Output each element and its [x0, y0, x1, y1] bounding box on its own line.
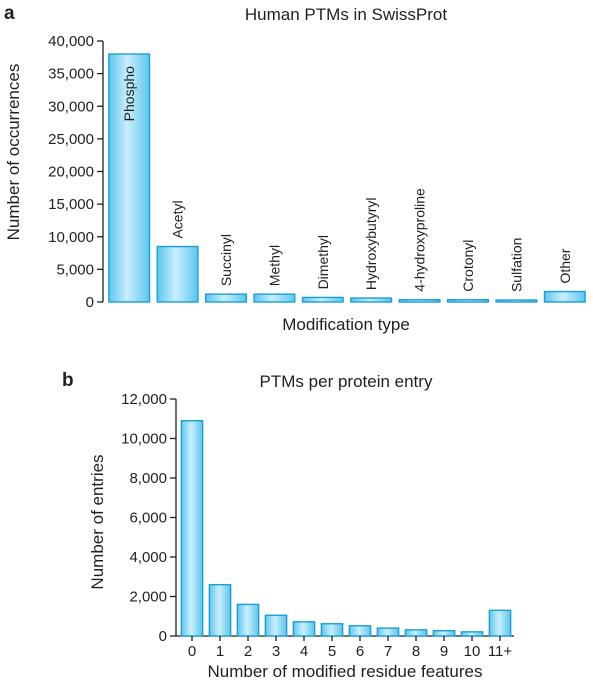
y-tick-label: 15,000	[48, 196, 94, 213]
y-tick-label: 6,000	[129, 510, 167, 527]
x-tick-label: 0	[188, 643, 196, 660]
y-tick-label: 12,000	[121, 391, 167, 408]
y-tick-label: 0	[86, 294, 94, 311]
y-tick-label: 8,000	[129, 470, 167, 487]
y-tick-label: 5,000	[56, 261, 94, 278]
bar	[543, 290, 586, 303]
bar	[376, 627, 400, 637]
category-label: Dimethyl	[315, 235, 331, 289]
bar	[208, 583, 232, 637]
bar	[180, 420, 204, 637]
category-label: Hydroxybutyryl	[363, 197, 379, 290]
bar	[350, 297, 393, 303]
y-tick-label: 40,000	[48, 33, 94, 50]
x-tick-label: 8	[412, 643, 420, 660]
bar	[488, 609, 512, 637]
y-tick-label: 2,000	[129, 589, 167, 606]
bar	[253, 293, 296, 303]
panel-a-letter: a	[4, 3, 15, 24]
panel-b-letter: b	[62, 370, 74, 391]
bar	[301, 296, 344, 303]
x-tick-label: 2	[244, 643, 252, 660]
category-label: Succinyl	[218, 234, 234, 286]
bar	[156, 245, 199, 303]
bar	[460, 631, 484, 637]
category-label: 4-hydroxyproline	[412, 188, 428, 292]
category-label: Sulfation	[508, 238, 524, 292]
y-tick-label: 20,000	[48, 164, 94, 181]
bar	[320, 623, 344, 637]
x-tick-label: 5	[328, 643, 336, 660]
y-tick-label: 25,000	[48, 131, 94, 148]
y-tick-label: 10,000	[48, 229, 94, 246]
bar	[204, 293, 248, 303]
y-tick-label: 30,000	[48, 98, 94, 115]
panel-b-title: PTMs per protein entry	[260, 372, 433, 391]
x-tick-label: 3	[272, 643, 280, 660]
panel-b-xlabel: Number of modified residue features	[208, 662, 483, 681]
bar	[292, 621, 316, 637]
y-tick-label: 35,000	[48, 66, 94, 83]
panel-b-ylabel: Number of entries	[88, 454, 107, 589]
bar	[264, 614, 288, 637]
category-label: Acetyl	[170, 200, 186, 238]
bar	[398, 299, 441, 303]
y-tick-label: 10,000	[121, 431, 167, 448]
panel-a-chart: 0 5,000 10,000 15,000 20,000 25,000 30,000 35,0…	[48, 33, 586, 311]
panel-a-ylabel: Number of occurrences	[4, 64, 23, 241]
x-tick-label: 7	[384, 643, 392, 660]
y-tick-label: 0	[159, 628, 167, 645]
category-label: Other	[557, 248, 573, 283]
x-tick-label: 6	[356, 643, 364, 660]
category-label: Phospho	[121, 66, 137, 121]
bar	[495, 299, 538, 303]
x-tick-label: 1	[216, 643, 224, 660]
category-label: Crotonyl	[460, 240, 476, 292]
y-tick-label: 4,000	[129, 549, 167, 566]
bar	[432, 629, 456, 637]
panel-a-title: Human PTMs in SwissProt	[245, 5, 447, 24]
bar	[404, 629, 428, 637]
x-tick-label: 10	[464, 643, 481, 660]
panel-b-chart: 0 2,000 4,000 6,000 8,000 10,000 12,000 0 1 2 3 4 5 6…	[121, 391, 514, 660]
bar	[236, 603, 260, 637]
bar	[348, 625, 372, 637]
x-tick-label: 9	[440, 643, 448, 660]
x-tick-label: 4	[300, 643, 308, 660]
bar	[446, 299, 490, 303]
x-tick-label: 11+	[488, 643, 513, 660]
category-label: Methyl	[266, 245, 282, 286]
bar	[108, 53, 151, 303]
panel-a-xlabel: Modification type	[282, 315, 410, 334]
